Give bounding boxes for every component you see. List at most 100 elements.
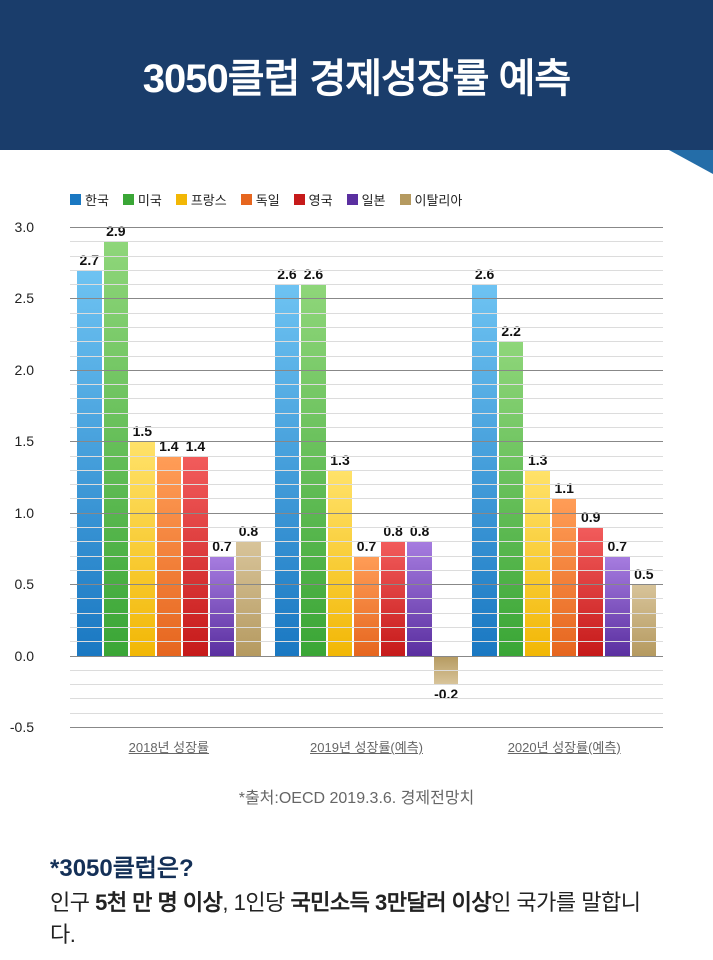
legend-swatch [400, 194, 411, 205]
legend-swatch [70, 194, 81, 205]
bar [130, 441, 155, 655]
gridline-minor [70, 456, 663, 457]
gridline-minor [70, 698, 663, 699]
gridline-minor [70, 341, 663, 342]
legend-item: 일본 [347, 190, 386, 209]
legend-label: 한국 [85, 190, 109, 209]
bar-value-label: 1.4 [159, 438, 178, 454]
y-tick-label: 0.0 [15, 648, 34, 664]
gridline-major [70, 727, 663, 728]
gridline-minor [70, 284, 663, 285]
gridline-minor [70, 684, 663, 685]
legend-item: 한국 [70, 190, 109, 209]
gridline-minor [70, 327, 663, 328]
bar-slot: 2.6 [471, 227, 498, 727]
bar [552, 498, 577, 655]
gridline-minor [70, 398, 663, 399]
bar-value-label: 2.7 [80, 252, 99, 268]
gridline-minor [70, 413, 663, 414]
gridline-minor [70, 270, 663, 271]
bar-slot: 1.5 [129, 227, 156, 727]
bar-value-label: 1.1 [554, 480, 573, 496]
plot-area: 2.72.91.51.41.40.70.82.62.61.30.70.80.8-… [70, 227, 663, 727]
bar-slot: 0.9 [577, 227, 604, 727]
y-tick-label: 2.0 [15, 362, 34, 378]
bar-slot: 2.9 [103, 227, 130, 727]
bar [632, 584, 657, 655]
gridline-minor [70, 256, 663, 257]
gridline-minor [70, 598, 663, 599]
bar-value-label: 2.2 [501, 323, 520, 339]
bar-value-label: 1.3 [528, 452, 547, 468]
gridline-major [70, 370, 663, 371]
footer-answer: 인구 5천 만 명 이상, 1인당 국민소득 3만달러 이상인 국가를 말합니다… [50, 887, 663, 951]
legend-swatch [123, 194, 134, 205]
y-tick-label: 3.0 [15, 219, 34, 235]
legend-item: 영국 [294, 190, 333, 209]
gridline-major [70, 298, 663, 299]
bar-group: 2.6 2.2 1.3 1.1 0.9 0.7 0.5 [465, 227, 663, 727]
legend-item: 미국 [123, 190, 162, 209]
bar-slot: 2.2 [498, 227, 525, 727]
gridline-minor [70, 613, 663, 614]
bar-slot: 0.8 [235, 227, 262, 727]
x-axis-label: 2018년 성장률 [70, 737, 268, 756]
footer: *3050클럽은? 인구 5천 만 명 이상, 1인당 국민소득 3만달러 이상… [0, 818, 713, 951]
legend-label: 미국 [138, 190, 162, 209]
page-title: 3050클럽 경제성장률 예측 [143, 46, 570, 104]
bar-value-label: 0.5 [634, 566, 653, 582]
legend-swatch [176, 194, 187, 205]
legend-label: 이탈리아 [415, 190, 463, 209]
gridline-minor [70, 713, 663, 714]
y-tick-label: 1.5 [15, 433, 34, 449]
footer-bold-text: 5천 만 명 이상 [95, 890, 222, 915]
gridline-minor [70, 670, 663, 671]
gridline-minor [70, 313, 663, 314]
bar-value-label: 0.9 [581, 509, 600, 525]
bar-value-label: 0.7 [212, 538, 231, 554]
legend-label: 일본 [362, 190, 386, 209]
legend-swatch [294, 194, 305, 205]
legend-swatch [347, 194, 358, 205]
bar-value-label: 2.9 [106, 223, 125, 239]
bars-row: 2.62.61.30.70.80.8-0.2 [274, 227, 460, 727]
bar-slot: 1.1 [551, 227, 578, 727]
bar-groups: 2.72.91.51.41.40.70.82.62.61.30.70.80.8-… [70, 227, 663, 727]
bar-value-label: 0.7 [608, 538, 627, 554]
bar-value-label: 2.6 [304, 266, 323, 282]
bar-slot: 1.4 [156, 227, 183, 727]
bar-slot: 0.5 [631, 227, 658, 727]
legend-label: 프랑스 [191, 190, 227, 209]
header-accent [669, 150, 713, 174]
gridline-minor [70, 627, 663, 628]
bar-slot: 1.4 [182, 227, 209, 727]
gridline-minor [70, 527, 663, 528]
bar-slot: 2.6 [274, 227, 301, 727]
bar-slot: 0.8 [406, 227, 433, 727]
bar [578, 527, 603, 656]
legend-label: 영국 [309, 190, 333, 209]
y-tick-label: 1.0 [15, 505, 34, 521]
bar-value-label: 2.6 [475, 266, 494, 282]
gridline-minor [70, 556, 663, 557]
legend-item: 프랑스 [176, 190, 227, 209]
header-band: 3050클럽 경제성장률 예측 [0, 0, 713, 150]
bars-row: 2.72.91.51.41.40.70.8 [76, 227, 262, 727]
bar-chart: -0.50.00.51.01.52.02.53.0 2.72.91.51.41.… [70, 227, 663, 727]
legend-swatch [241, 194, 252, 205]
y-tick-label: 0.5 [15, 576, 34, 592]
bar-slot: 1.3 [524, 227, 551, 727]
gridline-minor [70, 384, 663, 385]
legend-item: 독일 [241, 190, 280, 209]
y-tick-label: 2.5 [15, 290, 34, 306]
legend-item: 이탈리아 [400, 190, 463, 209]
gridline-minor [70, 641, 663, 642]
bar-slot: 2.6 [300, 227, 327, 727]
bar-slot: 2.7 [76, 227, 103, 727]
gridline-major [70, 513, 663, 514]
bar-value-label: 1.4 [186, 438, 205, 454]
bar-slot: 0.8 [380, 227, 407, 727]
gridline-minor [70, 570, 663, 571]
gridline-major [70, 227, 663, 228]
x-axis-label: 2020년 성장률(예측) [465, 737, 663, 756]
